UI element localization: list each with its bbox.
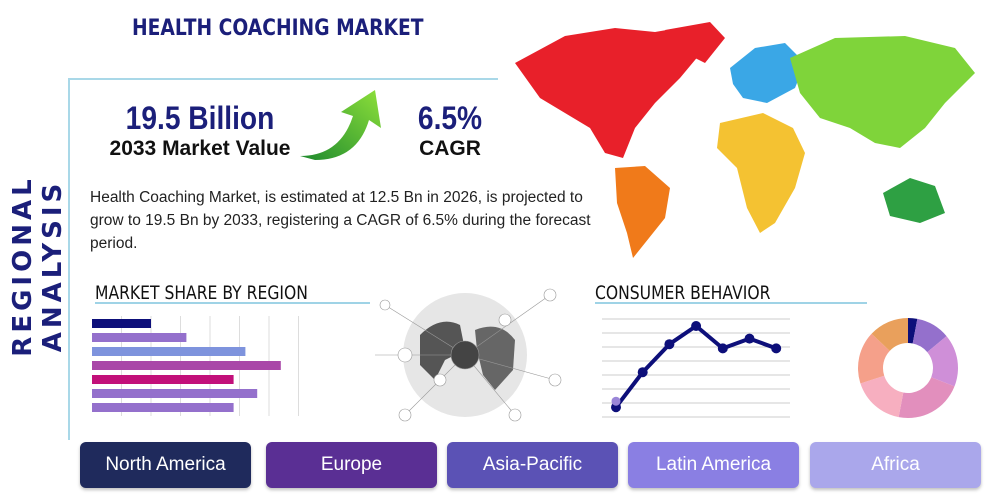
map-greenland: [665, 22, 725, 63]
consumer-behavior-title: CONSUMER BEHAVIOR: [595, 282, 771, 304]
donut-slice: [912, 318, 947, 353]
data-point: [717, 343, 728, 354]
bar: [92, 333, 187, 342]
bar: [92, 319, 151, 328]
page-title: HEALTH COACHING MARKET: [132, 16, 424, 41]
network-globe-image: [375, 288, 562, 422]
map-europe: [730, 43, 805, 103]
frame-line: [68, 78, 498, 80]
bar: [92, 375, 234, 384]
bar: [92, 403, 234, 412]
growth-arrow-icon: [300, 90, 381, 160]
divider: [95, 302, 370, 304]
divider: [595, 302, 867, 304]
market-value-label: 2033 Market Value: [109, 137, 291, 160]
data-point: [611, 396, 621, 406]
market-share-bar-chart: [92, 316, 299, 416]
bar: [92, 361, 281, 370]
map-south-america: [615, 166, 670, 258]
map-africa: [717, 113, 805, 233]
donut-slice: [908, 318, 918, 344]
cagr-value: 6.5%: [417, 100, 483, 136]
region-button-africa[interactable]: Africa: [810, 442, 981, 488]
donut-slice: [898, 377, 955, 418]
consumer-donut-chart: [858, 318, 958, 418]
map-oceania: [883, 178, 945, 223]
frame-line: [68, 78, 70, 440]
donut-slice: [871, 318, 908, 351]
data-point: [771, 343, 782, 354]
bar: [92, 347, 246, 356]
data-point: [664, 339, 675, 350]
data-point: [744, 333, 755, 344]
data-point: [691, 321, 702, 331]
donut-slice: [860, 375, 904, 418]
bar: [92, 389, 258, 398]
market-share-title: MARKET SHARE BY REGION: [95, 282, 308, 304]
region-button-north-america[interactable]: North America: [80, 442, 251, 488]
world-map: [515, 22, 975, 258]
donut-slice: [927, 336, 958, 387]
map-north-america: [515, 26, 705, 158]
region-button-europe[interactable]: Europe: [266, 442, 437, 488]
data-point: [637, 367, 648, 378]
market-value: 19.5 Billion: [125, 100, 275, 136]
side-title: REGIONAL ANALYSIS: [8, 175, 68, 357]
region-button-latin-america[interactable]: Latin America: [628, 442, 799, 488]
donut-slice: [858, 333, 890, 384]
region-button-asia-pacific[interactable]: Asia-Pacific: [447, 442, 618, 488]
cagr-label: CAGR: [419, 137, 481, 160]
map-asia: [790, 36, 975, 148]
consumer-line-chart: [602, 318, 790, 418]
description: Health Coaching Market, is estimated at …: [90, 189, 591, 252]
